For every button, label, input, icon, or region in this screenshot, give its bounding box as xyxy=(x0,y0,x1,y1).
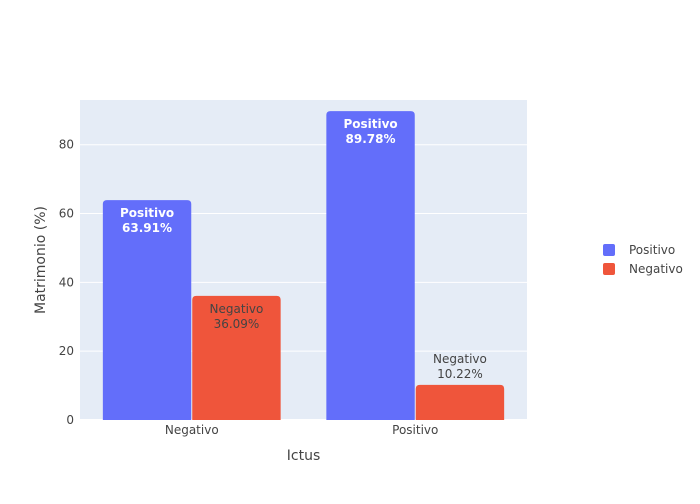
y-tick-label: 0 xyxy=(66,413,74,427)
legend-label: Negativo xyxy=(629,262,683,276)
bar-data-label: Positivo 63.91% xyxy=(120,206,174,235)
y-axis-ticks: 0 20 40 60 80 xyxy=(59,138,74,427)
bar-data-label: Negativo 36.09% xyxy=(210,302,264,331)
x-axis-ticks: Negativo Positivo xyxy=(165,423,439,437)
legend: Positivo Negativo xyxy=(603,243,683,276)
legend-label: Positivo xyxy=(629,243,675,257)
legend-item-positivo[interactable]: Positivo xyxy=(603,243,675,257)
bars: Positivo 63.91% Negativo 36.09% Positivo 89.7… xyxy=(102,111,505,421)
bar-negativo-negativo[interactable] xyxy=(192,295,281,420)
y-tick-label: 20 xyxy=(59,344,74,358)
legend-swatch xyxy=(603,263,615,275)
x-tick-label: Negativo xyxy=(165,423,219,437)
bar-negativo-positivo[interactable] xyxy=(415,384,505,420)
x-axis-title: Ictus xyxy=(287,448,320,464)
bar-data-label: Positivo 89.78% xyxy=(343,117,397,146)
legend-swatch xyxy=(603,244,615,256)
y-tick-label: 40 xyxy=(59,275,74,289)
y-axis-title: Matrimonio (%) xyxy=(33,206,49,314)
x-tick-label: Positivo xyxy=(392,423,438,437)
bar-positivo-negativo[interactable] xyxy=(102,200,192,420)
y-tick-label: 80 xyxy=(59,138,74,152)
legend-item-negativo[interactable]: Negativo xyxy=(603,262,683,276)
bar-positivo-positivo[interactable] xyxy=(326,111,415,421)
bar-data-label: Negativo 10.22% xyxy=(433,352,487,381)
y-tick-label: 60 xyxy=(59,207,74,221)
